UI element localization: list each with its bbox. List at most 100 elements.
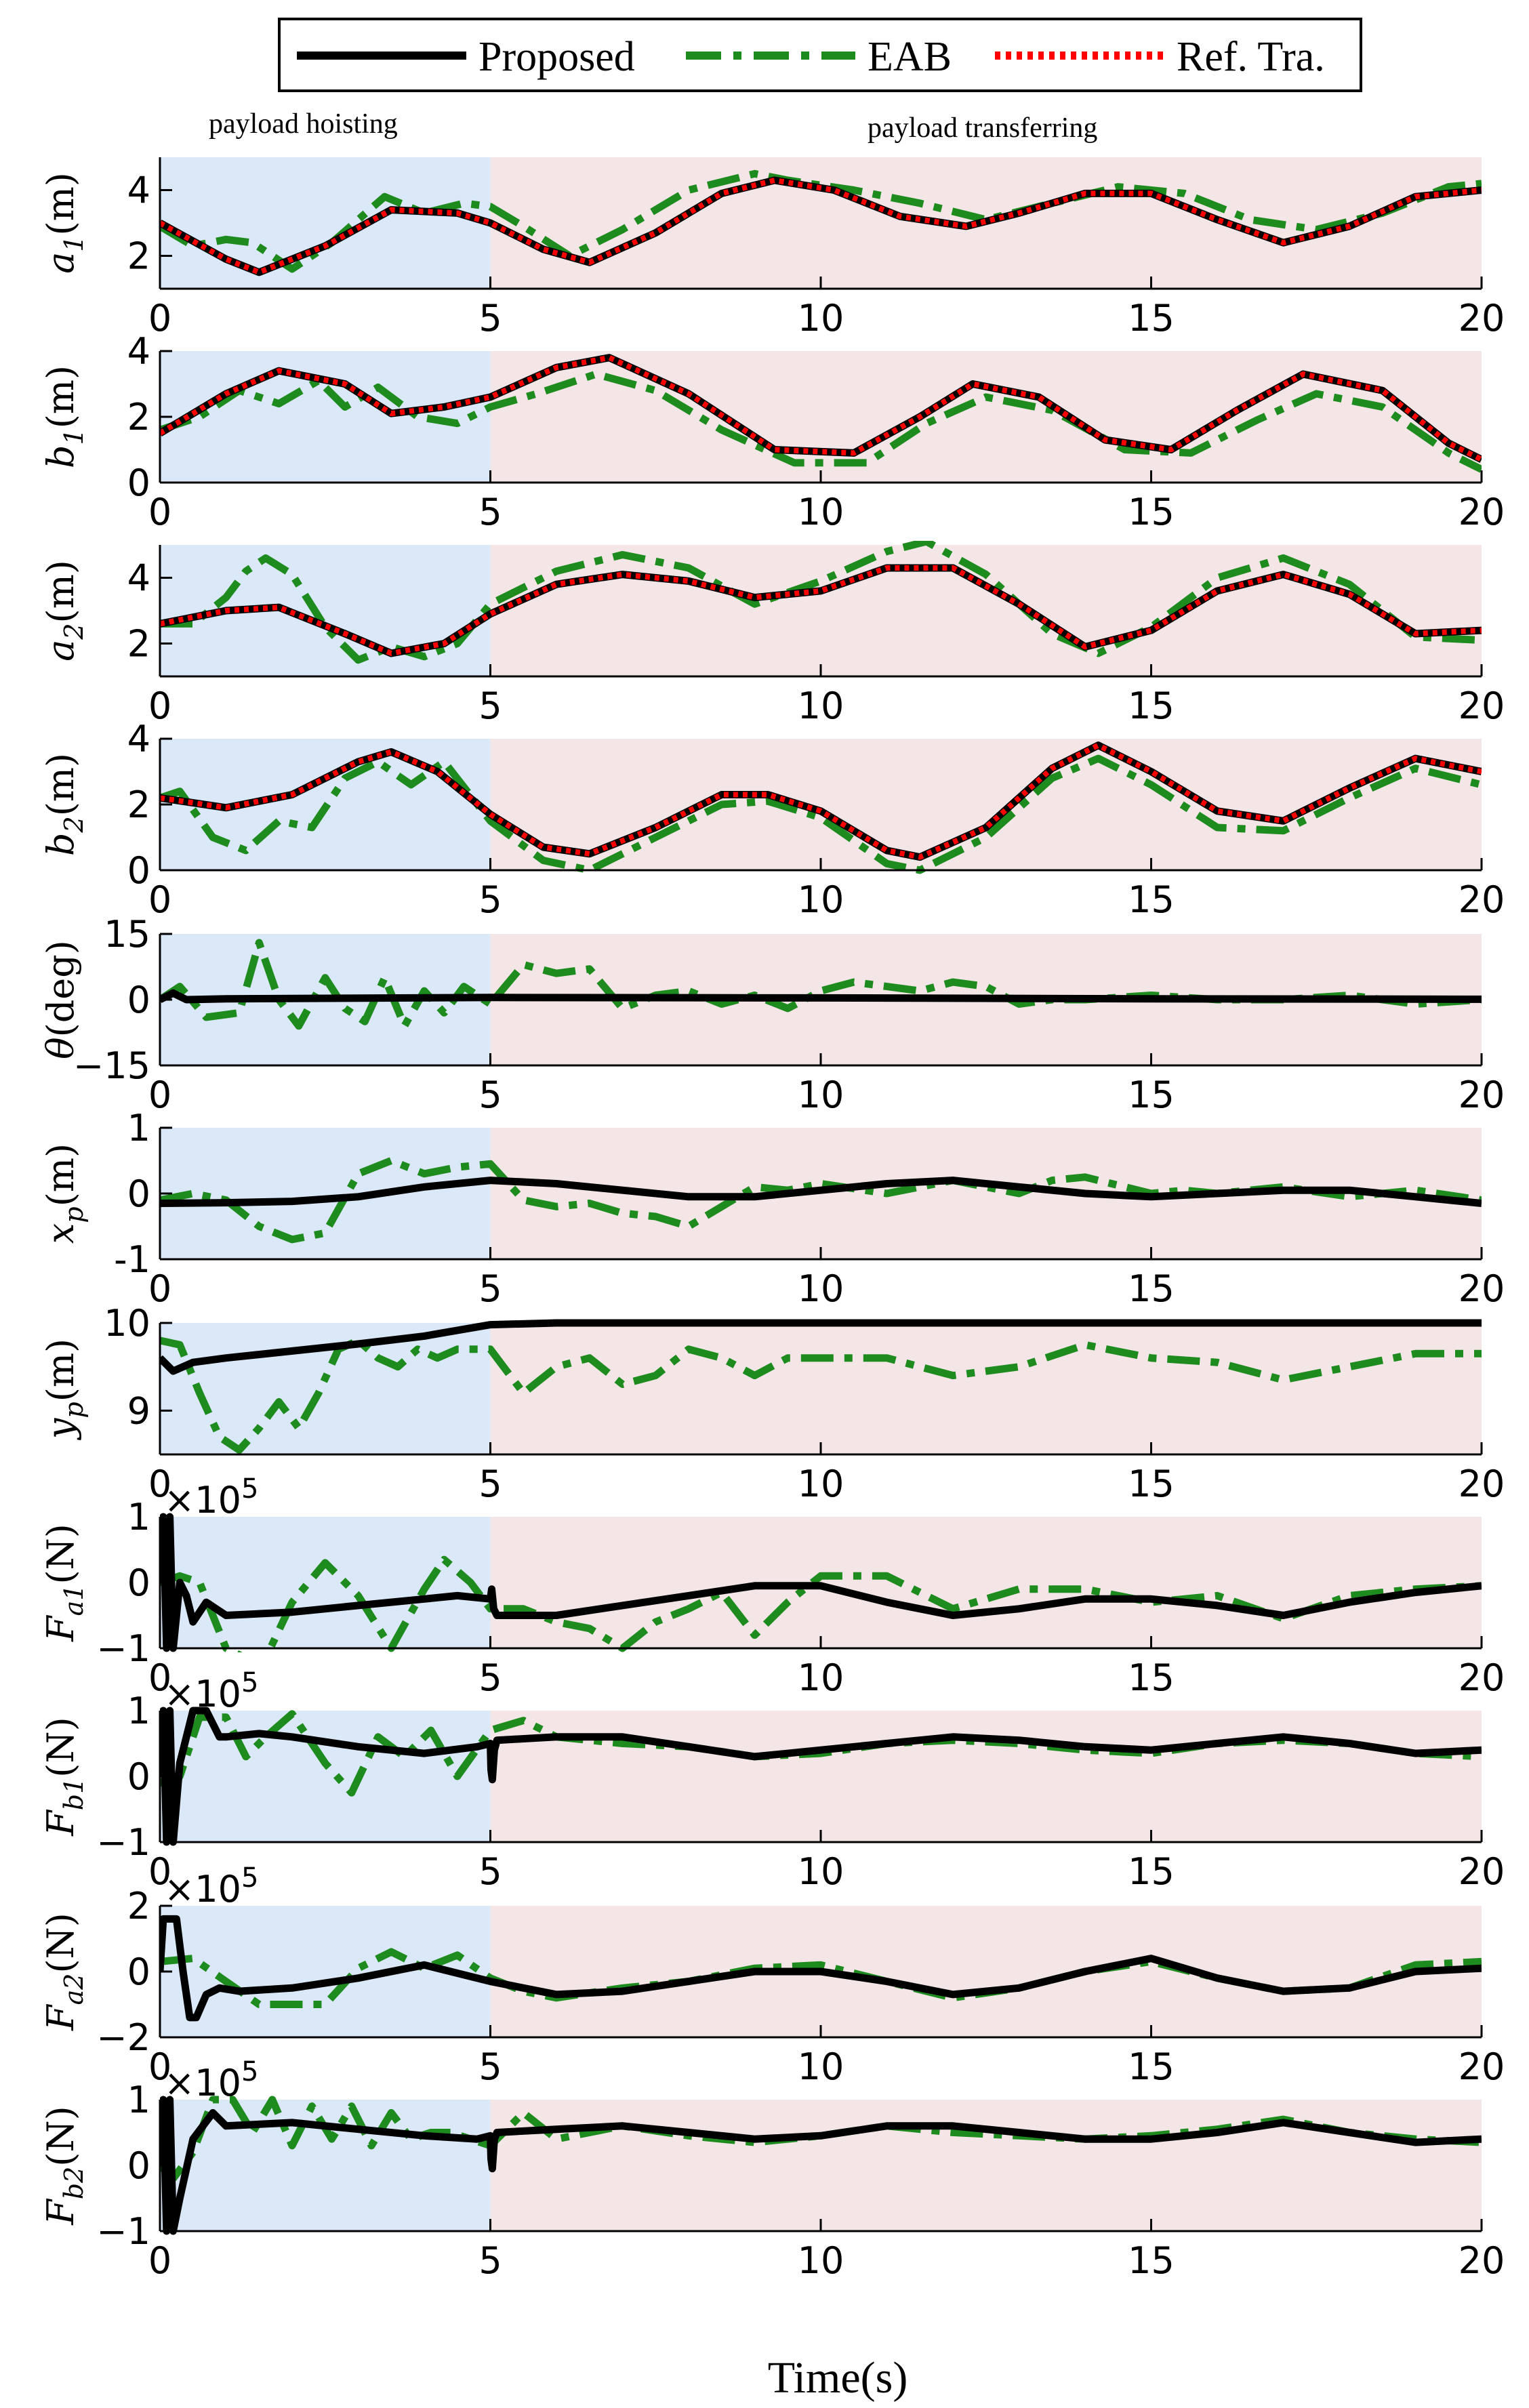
x-tick-label: 15: [1128, 1463, 1175, 1505]
ylabel-symbol: F: [39, 1614, 82, 1642]
series-proposed-theta: [160, 989, 1482, 1004]
ylabel-unit: (m): [39, 365, 82, 428]
y-tick-label: 0: [127, 979, 150, 1021]
phase-bg-hoisting: [160, 1323, 491, 1454]
x-tick-label: 5: [478, 2045, 502, 2088]
ylabel-symbol: F: [39, 1809, 82, 1837]
x-tick-label: 0: [148, 491, 171, 533]
x-tick-label: 10: [798, 2045, 844, 2088]
y-tick-label: −15: [73, 1044, 150, 1087]
y-tick-label: 2: [127, 235, 150, 278]
y-axis-label-a2: a2(m): [39, 560, 89, 661]
ylabel-subscript: b1: [59, 1778, 89, 1811]
ylabel-unit: (m): [39, 1143, 82, 1206]
multiplier-base: ×10: [164, 2062, 241, 2104]
ylabel-symbol: a: [39, 640, 82, 661]
panel-yp: 9 10 0 5 10 15 20 yp(m): [39, 1302, 1505, 1505]
series-proposed-Fa1: [160, 1513, 1482, 1652]
ylabel-subscript: p: [59, 1206, 89, 1223]
ylabel-symbol: x: [39, 1223, 82, 1244]
x-tick-label: 20: [1459, 878, 1505, 921]
ylabel-unit: (m): [39, 172, 82, 235]
x-tick-label: 15: [1128, 1850, 1175, 1893]
x-tick-label: 15: [1128, 878, 1175, 921]
ylabel-unit: (N): [39, 1524, 82, 1584]
x-tick-label: 0: [148, 2045, 171, 2088]
y-tick-label: 4: [127, 169, 150, 212]
x-tick-label: 10: [798, 878, 844, 921]
phase-bg-hoisting: [160, 157, 491, 289]
phase-bg-transferring: [490, 1906, 1482, 2037]
panel-b1: 0 2 4 0 5 10 15 20 b1(m): [39, 330, 1505, 533]
y-axis-label-a1: a1(m): [39, 172, 89, 274]
x-tick-label: 15: [1128, 1267, 1175, 1310]
ylabel-unit: (m): [39, 560, 82, 623]
ylabel-subscript: a2: [59, 1974, 89, 2005]
y-tick-label: 2: [127, 783, 150, 826]
ylabel-symbol: b: [39, 832, 82, 856]
panel-a1: 2 4 0 5 10 15 20 a1(m): [39, 157, 1505, 340]
x-tick-label: 15: [1128, 297, 1175, 340]
ylabel-subscript: a1: [59, 1585, 89, 1616]
ylabel-symbol: a: [39, 252, 82, 274]
ylabel-symbol: b: [39, 445, 82, 468]
ylabel-unit: (m): [39, 1339, 82, 1402]
x-tick-label: 10: [798, 1656, 844, 1699]
x-tick-label: 5: [478, 491, 502, 533]
ylabel-unit: (N): [39, 1717, 82, 1777]
y-tick-label: −1: [96, 1821, 150, 1864]
series-proposed-yp: [160, 1319, 1482, 1375]
y-multiplier: ×105: [164, 1473, 258, 1522]
x-tick-label: 20: [1459, 297, 1505, 340]
y-axis-label-Fb2: Fb2(N): [39, 2106, 89, 2225]
y-axis-label-theta: θ(deg): [39, 940, 82, 1059]
ylabel-subscript: 2: [59, 816, 89, 833]
phase-bg-transferring: [490, 2100, 1482, 2231]
phase-label-hoisting: payload hoisting: [209, 108, 398, 140]
y-axis-label-Fa2: Fa2(N): [39, 1913, 89, 2031]
phase-bg-hoisting: [160, 351, 491, 483]
ylabel-unit: (N): [39, 1913, 82, 1973]
legend-label-proposed: Proposed: [478, 34, 635, 80]
x-tick-label: 10: [798, 1267, 844, 1310]
series-proposed-Fb2: [160, 2096, 1482, 2235]
x-tick-label: 5: [478, 1463, 502, 1505]
y-multiplier: ×105: [164, 2056, 258, 2104]
y-tick-label: 2: [127, 1885, 150, 1927]
x-tick-label: 10: [798, 297, 844, 340]
x-tick-label: 0: [148, 1463, 171, 1505]
series-eab-Fb1: [160, 1710, 1482, 1797]
y-tick-label: −1: [96, 2210, 150, 2253]
x-tick-label: 15: [1128, 491, 1175, 533]
y-tick-label: −2: [96, 2016, 150, 2059]
y-tick-label: 2: [127, 623, 150, 666]
y-tick-label: 1: [127, 1496, 150, 1538]
series-eab-b2: [160, 754, 1482, 874]
y-tick-label: 15: [104, 913, 150, 956]
x-tick-label: 20: [1459, 1074, 1505, 1116]
x-tick-label: 15: [1128, 2045, 1175, 2088]
ylabel-subscript: 1: [59, 428, 89, 445]
x-tick-label: 10: [798, 1463, 844, 1505]
y-axis-label-Fb1: Fb1(N): [39, 1717, 89, 1836]
multiplier-base: ×10: [164, 1479, 241, 1522]
x-tick-label: 10: [798, 685, 844, 727]
phase-label-transferring: payload transferring: [868, 113, 1097, 144]
y-axis-label-yp: yp(m): [39, 1339, 89, 1440]
x-axis-label: Time(s): [768, 2353, 908, 2403]
y-axis-label-Fa1: Fa1(N): [39, 1524, 89, 1642]
ylabel-subscript: b2: [59, 2167, 89, 2200]
x-tick-label: 15: [1128, 1656, 1175, 1699]
series-eab-a2: [160, 541, 1482, 664]
ylabel-symbol: F: [39, 2198, 82, 2226]
x-tick-label: 20: [1459, 1656, 1505, 1699]
multiplier-exp: 5: [241, 1862, 258, 1894]
x-tick-label: 0: [148, 1850, 171, 1893]
